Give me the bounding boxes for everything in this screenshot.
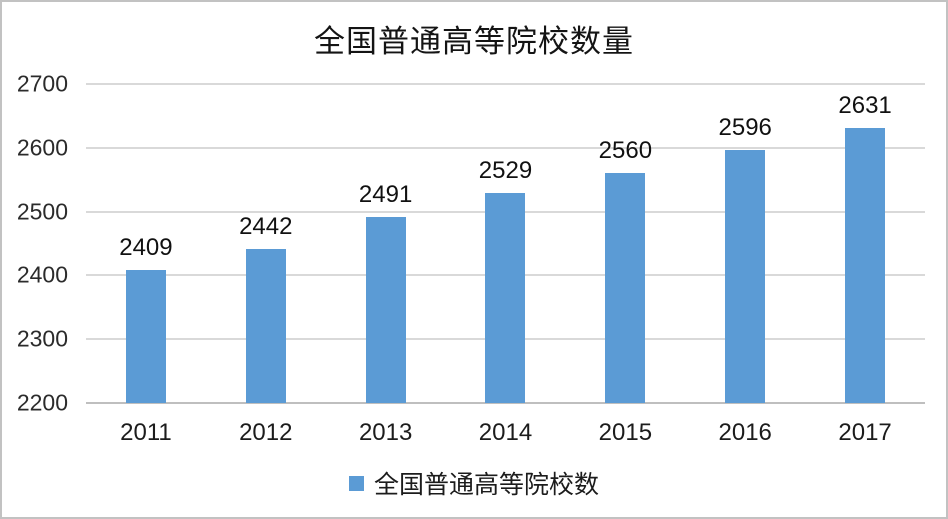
x-axis: 2011 2012 2013 2014 2015 2016 2017: [86, 405, 925, 446]
y-axis-tick-label: 2300: [16, 325, 68, 352]
bar-value-label: 2491: [358, 181, 413, 209]
y-axis-tick-label: 2400: [16, 261, 68, 288]
bar-value-label: 2560: [598, 137, 653, 165]
bar: [125, 269, 166, 403]
bar: [725, 150, 766, 403]
bar: [365, 217, 406, 403]
bar-column: 2596: [685, 84, 805, 403]
bar-column: 2409: [86, 84, 206, 403]
bar-column: 2560: [565, 84, 685, 403]
bar: [485, 193, 526, 403]
bar-column: 2631: [805, 84, 925, 403]
x-axis-tick-label: 2014: [478, 419, 533, 446]
plot-area: 2409 2442 2491 2529 2560 2596 2631: [86, 83, 925, 404]
bar-column: 2529: [446, 84, 566, 403]
y-axis-tick-label: 2200: [16, 389, 68, 416]
chart-title: 全国普通高等院校数量: [314, 24, 634, 59]
bar-value-label: 2409: [119, 233, 173, 261]
y-axis: 2200 2300 2400 2500 2600 2700: [2, 71, 68, 416]
x-axis-tick-label: 2017: [838, 419, 892, 446]
bar-value-label: 2631: [838, 92, 892, 120]
bar-value-label: 2442: [239, 212, 293, 240]
gridline: [86, 146, 925, 149]
x-axis-tick-label: 2011: [120, 419, 172, 446]
bar-column: 2442: [206, 84, 326, 403]
legend-label: 全国普通高等院校数: [373, 472, 599, 499]
x-axis-tick-label: 2013: [358, 419, 413, 446]
bar: [245, 248, 286, 403]
x-axis-line: [86, 402, 925, 404]
x-axis-tick-label: 2015: [598, 419, 653, 446]
legend-marker-icon: [348, 475, 364, 491]
y-axis-tick-label: 2600: [16, 134, 68, 161]
y-axis-tick-label: 2700: [16, 70, 68, 97]
bar: [605, 173, 646, 403]
bar-value-label: 2596: [718, 114, 772, 142]
x-axis-tick-label: 2012: [239, 419, 293, 446]
y-axis-tick-label: 2500: [16, 198, 68, 225]
bar-value-label: 2529: [478, 157, 533, 185]
gridline: [86, 83, 925, 85]
bar-column: 2491: [326, 84, 446, 403]
bar: [845, 128, 886, 403]
x-axis-tick-label: 2016: [718, 419, 772, 446]
legend: 全国普通高等院校数: [2, 465, 946, 501]
